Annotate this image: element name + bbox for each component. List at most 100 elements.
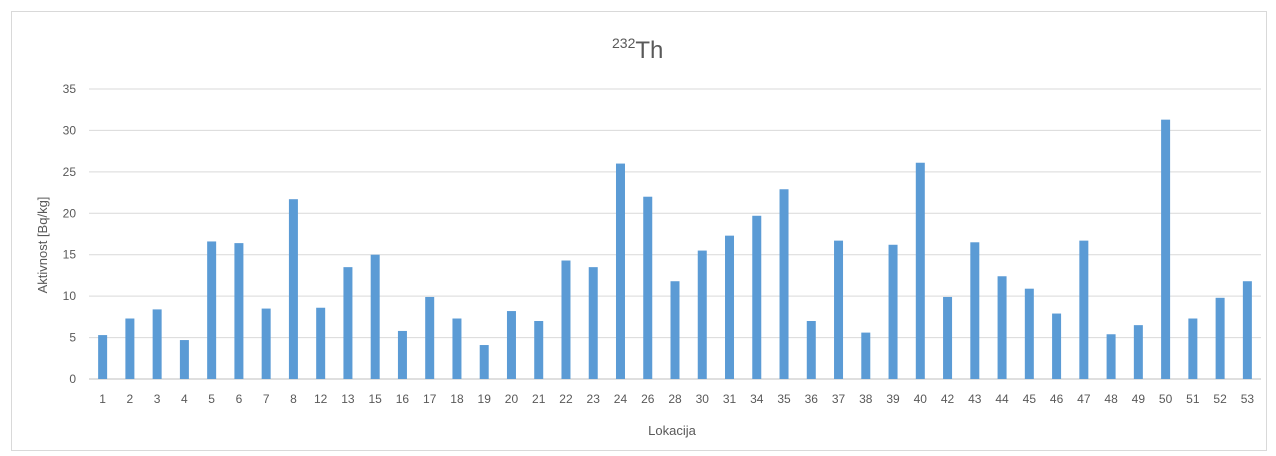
bar: [725, 235, 735, 379]
bar: [316, 307, 326, 379]
y-tick-label: 10: [63, 289, 77, 303]
x-tick-label: 21: [532, 392, 546, 406]
x-tick-label: 13: [341, 392, 355, 406]
x-tick-label: 53: [1241, 392, 1255, 406]
bar: [1161, 119, 1171, 380]
x-tick-label: 47: [1077, 392, 1091, 406]
x-tick-label: 52: [1213, 392, 1227, 406]
x-tick-label: 34: [750, 392, 764, 406]
bar: [588, 267, 598, 379]
bar: [834, 240, 844, 379]
bar: [288, 199, 298, 379]
x-tick-label: 2: [127, 392, 134, 406]
chart-title-superscript: 232: [612, 35, 636, 51]
x-tick-label: 6: [236, 392, 243, 406]
bar: [997, 276, 1007, 379]
bar: [397, 330, 407, 379]
x-tick-label: 4: [181, 392, 188, 406]
x-tick-labels: 1 2 3 4 5 6 7 8 12 13 15 16 17 18 19 20 21 22 23 24 26 28 30 31…: [99, 392, 1254, 406]
x-tick-label: 18: [450, 392, 464, 406]
y-tick-label: 25: [63, 165, 77, 179]
bar: [806, 321, 816, 379]
x-tick-label: 45: [1023, 392, 1037, 406]
x-tick-label: 43: [968, 392, 982, 406]
bar: [1215, 297, 1225, 379]
bar: [207, 241, 217, 379]
x-tick-label: 40: [914, 392, 928, 406]
bar: [1242, 281, 1252, 379]
bar: [943, 296, 953, 379]
x-tick-label: 38: [859, 392, 873, 406]
bar: [261, 308, 271, 379]
x-tick-label: 42: [941, 392, 955, 406]
bar: [425, 296, 435, 379]
chart-title: 232Th: [612, 35, 663, 64]
bar: [179, 340, 189, 379]
bar: [479, 345, 489, 379]
x-tick-label: 22: [559, 392, 573, 406]
bar: [561, 260, 571, 379]
x-tick-label: 30: [696, 392, 710, 406]
x-tick-label: 20: [505, 392, 519, 406]
bar: [670, 281, 680, 379]
bar: [861, 332, 871, 379]
x-tick-label: 50: [1159, 392, 1173, 406]
chart-frame: 232Th 0 5 10 15 20 25 30 35 1 2 3 4 5 6 7 8 12 13 15 16 17 1…: [11, 11, 1267, 451]
bar: [1052, 313, 1062, 379]
x-tick-label: 51: [1186, 392, 1200, 406]
bar: [506, 311, 516, 379]
x-tick-label: 35: [777, 392, 791, 406]
bar: [970, 242, 980, 379]
y-axis-label: Aktivnost [Bq/kg]: [35, 197, 50, 294]
x-tick-label: 23: [587, 392, 601, 406]
bar: [615, 163, 625, 379]
x-tick-label: 28: [668, 392, 682, 406]
x-tick-label: 39: [886, 392, 900, 406]
x-tick-label: 49: [1132, 392, 1146, 406]
bar: [1188, 318, 1198, 379]
x-tick-label: 26: [641, 392, 655, 406]
bar: [1024, 288, 1034, 379]
x-tick-label: 31: [723, 392, 737, 406]
y-tick-label: 35: [63, 82, 77, 96]
bar: [234, 243, 244, 379]
bars: [98, 119, 1252, 380]
bar: [370, 254, 380, 379]
bar: [343, 267, 353, 379]
x-tick-label: 44: [995, 392, 1009, 406]
y-tick-labels: 0 5 10 15 20 25 30 35: [63, 82, 77, 386]
x-tick-label: 16: [396, 392, 410, 406]
bar: [888, 244, 898, 379]
x-tick-label: 48: [1104, 392, 1118, 406]
bar: [152, 309, 162, 379]
x-tick-label: 36: [805, 392, 819, 406]
x-tick-label: 8: [290, 392, 297, 406]
bar: [1133, 325, 1143, 379]
bar: [779, 189, 789, 379]
x-tick-label: 7: [263, 392, 270, 406]
x-tick-label: 3: [154, 392, 161, 406]
x-tick-label: 12: [314, 392, 328, 406]
x-tick-label: 37: [832, 392, 846, 406]
y-tick-label: 30: [63, 123, 77, 137]
y-tick-label: 5: [69, 331, 76, 345]
bar: [643, 196, 653, 379]
y-tick-label: 15: [63, 248, 77, 262]
bar: [1106, 334, 1116, 379]
x-tick-label: 17: [423, 392, 437, 406]
bar: [98, 335, 108, 379]
bar: [915, 162, 925, 379]
bar: [452, 318, 462, 379]
x-tick-label: 19: [478, 392, 492, 406]
x-tick-label: 5: [208, 392, 215, 406]
bar: [697, 250, 707, 379]
x-tick-label: 46: [1050, 392, 1064, 406]
x-axis-label: Lokacija: [648, 423, 696, 438]
bar: [125, 318, 135, 379]
bar: [752, 215, 762, 379]
y-tick-label: 20: [63, 206, 77, 220]
x-tick-label: 1: [99, 392, 106, 406]
x-tick-label: 15: [369, 392, 383, 406]
x-tick-label: 24: [614, 392, 628, 406]
